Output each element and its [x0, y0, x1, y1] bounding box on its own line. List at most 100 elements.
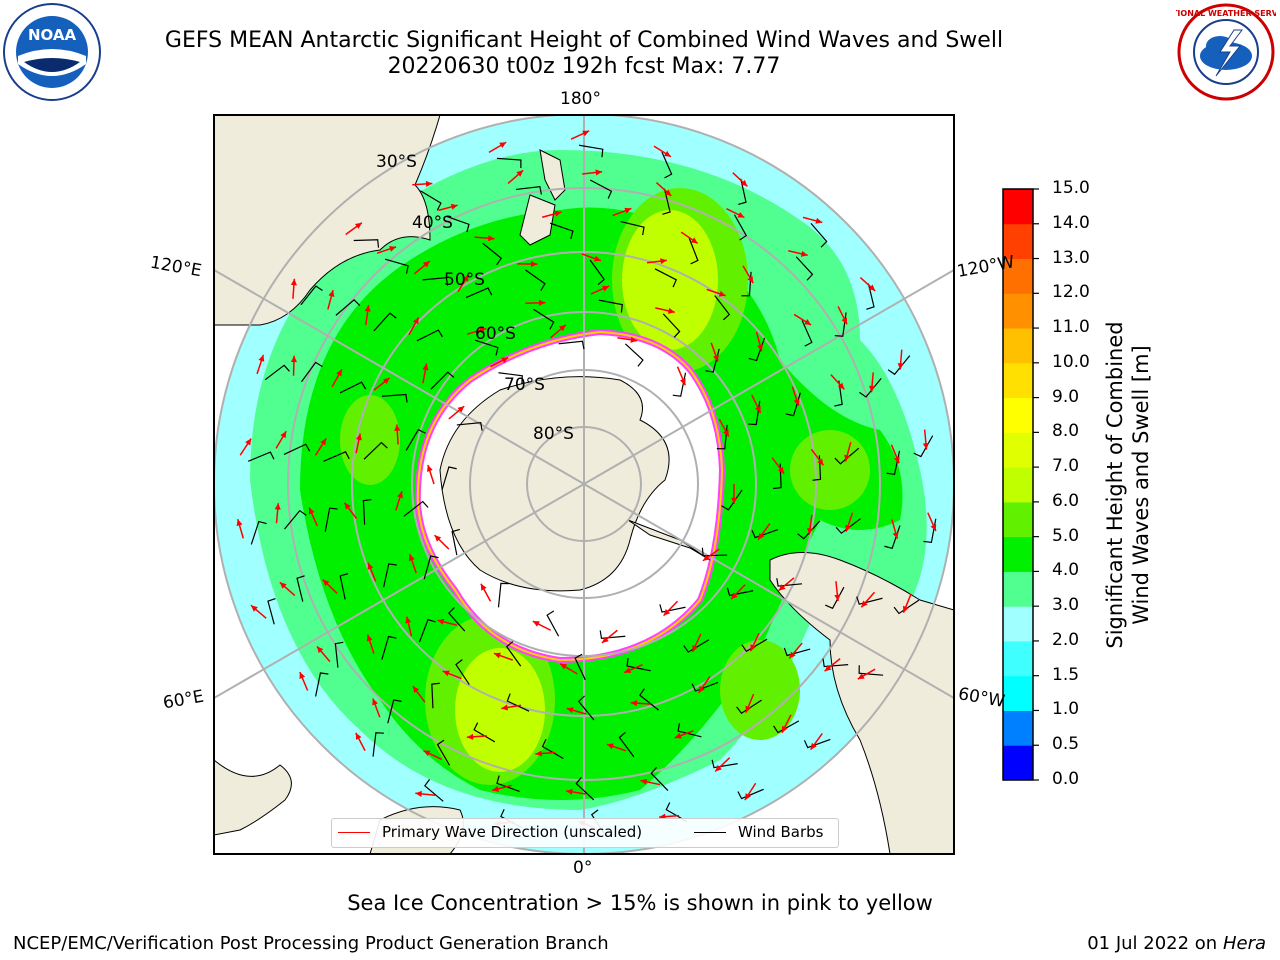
colorbar-segment — [1003, 640, 1033, 677]
wave-direction-arrow — [559, 663, 578, 675]
wave-direction-arrow — [742, 265, 754, 284]
wind-barb — [384, 258, 409, 274]
wind-barb — [482, 242, 503, 266]
wave-direction-arrow — [606, 743, 627, 752]
wind-barb — [335, 298, 361, 316]
lat-label-70s: 70°S — [504, 375, 545, 395]
wind-barb — [416, 329, 443, 342]
wind-barb — [315, 672, 329, 697]
colorbar-tick-label: 8.0 — [1052, 421, 1080, 442]
wave-direction-arrow — [412, 180, 433, 187]
wind-barb — [448, 607, 466, 632]
wind-barb — [741, 638, 768, 653]
wind-barb — [324, 507, 338, 532]
wind-barb — [662, 188, 671, 215]
wave-direction-arrow — [868, 372, 876, 393]
map-frame-content — [214, 115, 954, 854]
wind-barb — [822, 658, 849, 668]
wind-barb — [913, 435, 934, 458]
wind-barb — [783, 647, 811, 657]
colorbar — [1003, 188, 1039, 781]
wind-barb — [247, 451, 275, 462]
wind-barb — [383, 563, 397, 588]
colorbar-segment — [1003, 536, 1033, 572]
lat-label-60s: 60°S — [475, 324, 516, 344]
wave-direction-arrow — [256, 354, 265, 375]
wind-barb — [736, 699, 762, 715]
wave-direction-arrow — [718, 418, 730, 437]
wave-direction-arrow — [844, 442, 852, 462]
wave-direction-arrow — [442, 670, 462, 680]
wave-direction-arrow — [274, 503, 281, 524]
wind-barb — [801, 320, 813, 347]
wave-direction-arrow — [788, 250, 808, 257]
wind-barb — [803, 738, 831, 749]
wind-barb — [726, 587, 754, 597]
colorbar-tick-label: 14.0 — [1052, 212, 1090, 233]
wind-barb — [714, 295, 731, 321]
wind-barb — [574, 653, 586, 681]
wind-barb — [496, 157, 522, 169]
wave-direction-arrow — [691, 633, 702, 653]
wave-direction-arrows-layer — [236, 130, 937, 830]
wind-barb — [300, 285, 323, 306]
colorbar-tick-label: 13.0 — [1052, 247, 1090, 268]
wind-barb — [373, 312, 397, 332]
wave-direction-arrow — [290, 278, 297, 299]
wave-direction-arrow — [617, 336, 638, 343]
chart-subtitle: 20220630 t00z 192h fcst Max: 7.77 — [387, 54, 781, 79]
colorbar-label-line1: Significant Height of Combined — [1103, 321, 1127, 649]
wave-direction-arrow — [680, 231, 699, 245]
wave-direction-arrow — [314, 438, 327, 456]
wave-direction-arrow — [565, 788, 586, 795]
wave-direction-arrow — [415, 790, 436, 797]
wind-barb — [403, 500, 429, 517]
colorbar-segment — [1003, 432, 1033, 468]
wave-direction-arrow — [532, 620, 551, 631]
wave-direction-arrow — [316, 645, 331, 663]
wind-barb — [639, 688, 660, 711]
wind-barb — [431, 682, 440, 709]
legend-wave-direction: Primary Wave Direction (unscaled) — [338, 823, 642, 841]
wave-direction-arrow — [745, 693, 755, 713]
wind-barb — [284, 509, 307, 530]
wind-barb — [797, 520, 821, 540]
wave-direction-arrow — [582, 169, 603, 176]
wind-barb — [577, 695, 595, 721]
colorbar-tick-label: 10.0 — [1052, 351, 1090, 372]
wind-barb — [620, 220, 645, 236]
wind-barb — [866, 283, 875, 310]
wind-barb — [856, 596, 883, 605]
colorbar-tick-label: 6.0 — [1052, 490, 1080, 511]
wave-direction-arrow — [434, 534, 450, 550]
wave-direction-arrow — [275, 430, 287, 449]
wave-direction-arrow — [345, 222, 363, 236]
wind-barb — [733, 214, 748, 241]
nws-logo-icon: NATIONAL WEATHER SERVICE — [1176, 3, 1276, 101]
wind-barb — [372, 732, 384, 757]
wind-barb — [283, 443, 311, 455]
colorbar-segment — [1003, 571, 1033, 607]
wind-barb — [624, 343, 644, 367]
wave-direction-arrow — [890, 444, 900, 464]
wave-direction-arrow — [236, 518, 245, 539]
colorbar-segment — [1003, 467, 1033, 503]
wave-direction-arrow — [581, 253, 602, 262]
colorbar-segment — [1003, 328, 1033, 364]
lat-label-40s: 40°S — [412, 213, 453, 233]
wind-barb — [334, 641, 344, 668]
wave-direction-arrow — [343, 502, 358, 520]
wave-direction-arrow — [394, 424, 401, 445]
wind-barb — [737, 788, 764, 800]
lon-label-180: 180° — [560, 89, 601, 109]
wind-barb — [362, 499, 372, 525]
wind-barb — [267, 597, 276, 625]
footer-system: Hera — [1222, 933, 1266, 954]
wave-direction-arrow — [674, 730, 694, 739]
wave-direction-arrow — [751, 394, 762, 414]
lat-label-50s: 50°S — [444, 270, 485, 290]
wave-direction-arrow — [749, 632, 760, 652]
wave-direction-arrow — [426, 464, 435, 485]
wave-direction-arrow — [239, 438, 252, 456]
colorbar-tick-label: 0.5 — [1052, 734, 1080, 755]
